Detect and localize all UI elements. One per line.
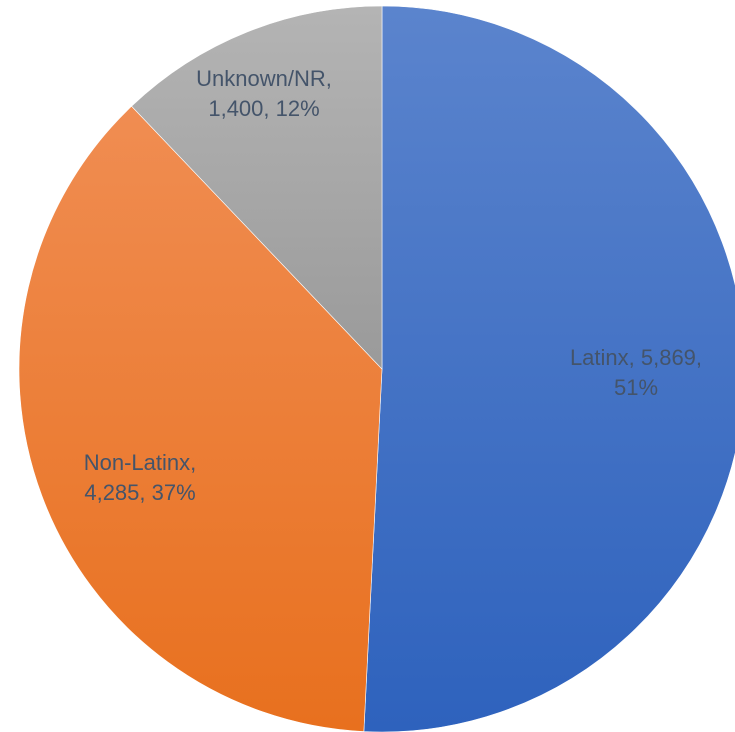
data-label-line: 1,400, 12%: [208, 96, 319, 121]
pie-slices: [18, 5, 735, 732]
pie-slice-unknown-nr: [131, 5, 383, 370]
pie-data-labels: Latinx, 5,869, 51% Non-Latinx, 4,285, 37% Un…: [84, 66, 702, 505]
data-label-line: Unknown/NR,: [196, 66, 332, 91]
data-label-latinx: Latinx, 5,869, 51%: [570, 345, 702, 400]
pie-slice-latinx: [363, 5, 735, 732]
data-label-unknown-nr: Unknown/NR, 1,400, 12%: [196, 66, 332, 121]
pie-slice-non-latinx: [18, 105, 383, 732]
data-label-line: Latinx, 5,869,: [570, 345, 702, 370]
data-label-line: Non-Latinx,: [84, 450, 197, 475]
data-label-line: 51%: [614, 375, 658, 400]
data-label-line: 4,285, 37%: [84, 480, 195, 505]
data-label-non-latinx: Non-Latinx, 4,285, 37%: [84, 450, 197, 505]
